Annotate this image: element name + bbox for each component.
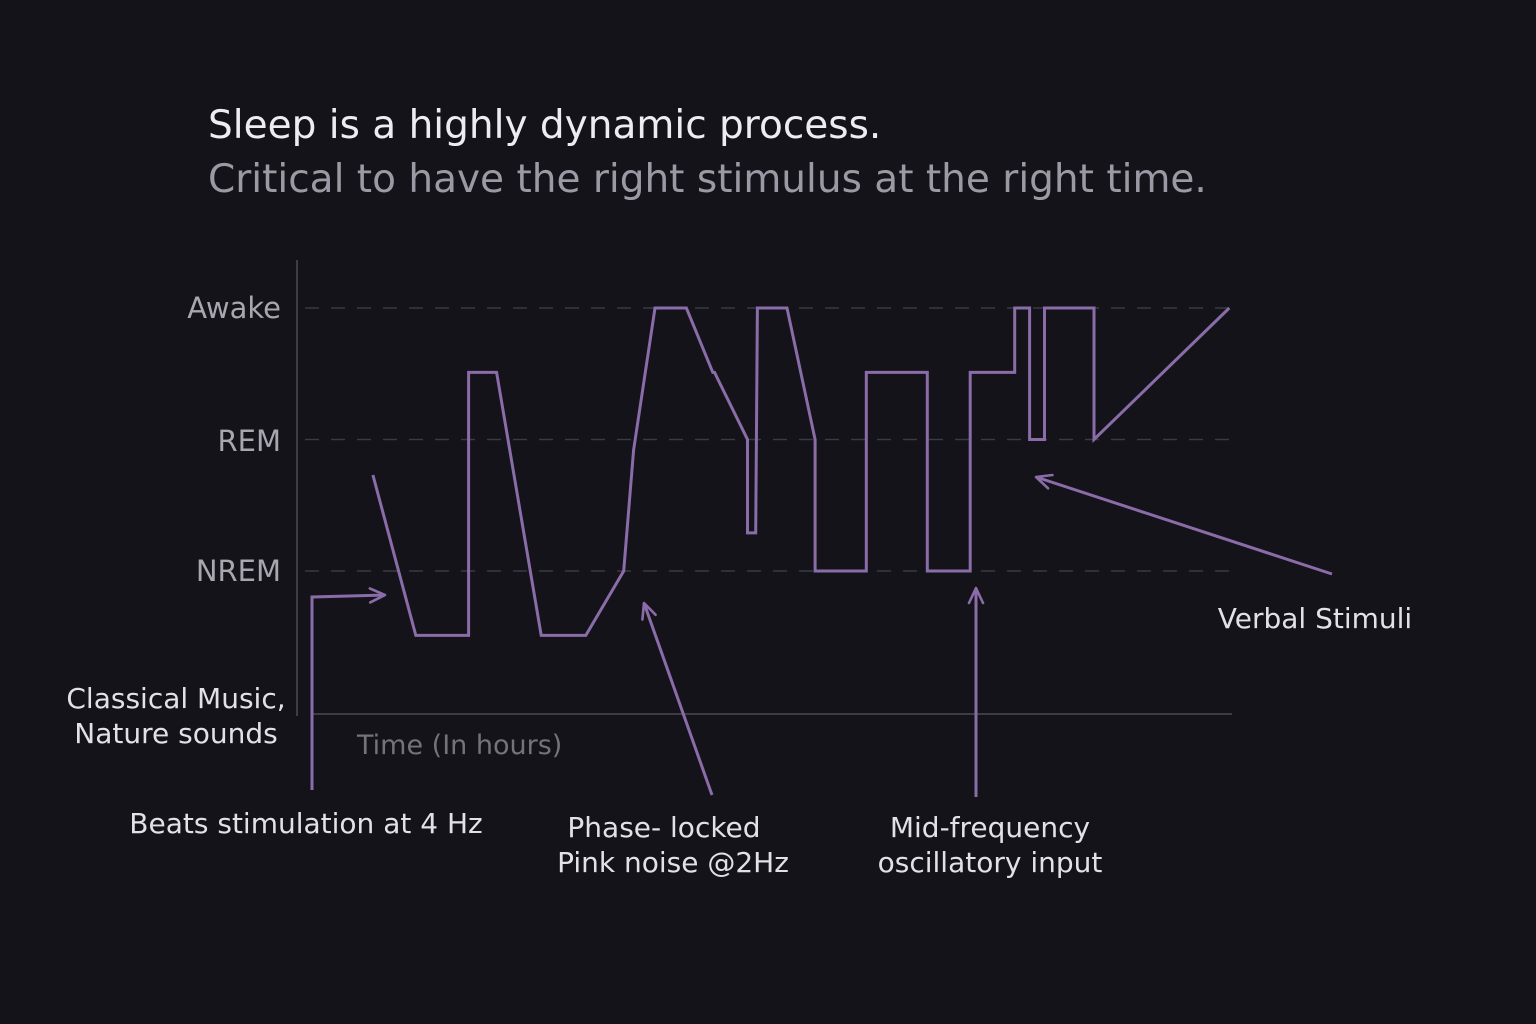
annotation-midfreq-line2: oscillatory input — [878, 846, 1103, 879]
y-label-nrem: NREM — [196, 554, 281, 588]
arrow-pink-noise — [641, 601, 714, 796]
slide-title: Sleep is a highly dynamic process. — [208, 103, 882, 148]
y-label-rem: REM — [218, 424, 282, 458]
annotation-midfreq-line1: Mid-frequency — [890, 811, 1090, 844]
annotation-beats: Beats stimulation at 4 Hz — [129, 807, 482, 840]
annotation-verbal: Verbal Stimuli — [1218, 602, 1412, 635]
arrow-beats — [310, 587, 387, 790]
slide-subtitle: Critical to have the right stimulus at t… — [208, 157, 1207, 202]
annotation-pink-line1: Phase- locked — [567, 811, 760, 844]
series-line — [371, 306, 1231, 637]
arrow-verbal — [1034, 473, 1333, 576]
y-label-awake: Awake — [187, 291, 281, 325]
series-points — [371, 307, 1230, 637]
annotation-classical-line2: Nature sounds — [74, 717, 277, 750]
x-axis-label: Time (In hours) — [356, 730, 562, 761]
annotation-classical-line1: Classical Music, — [66, 682, 285, 715]
annotation-pink-line2: Pink noise @2Hz — [557, 846, 789, 879]
